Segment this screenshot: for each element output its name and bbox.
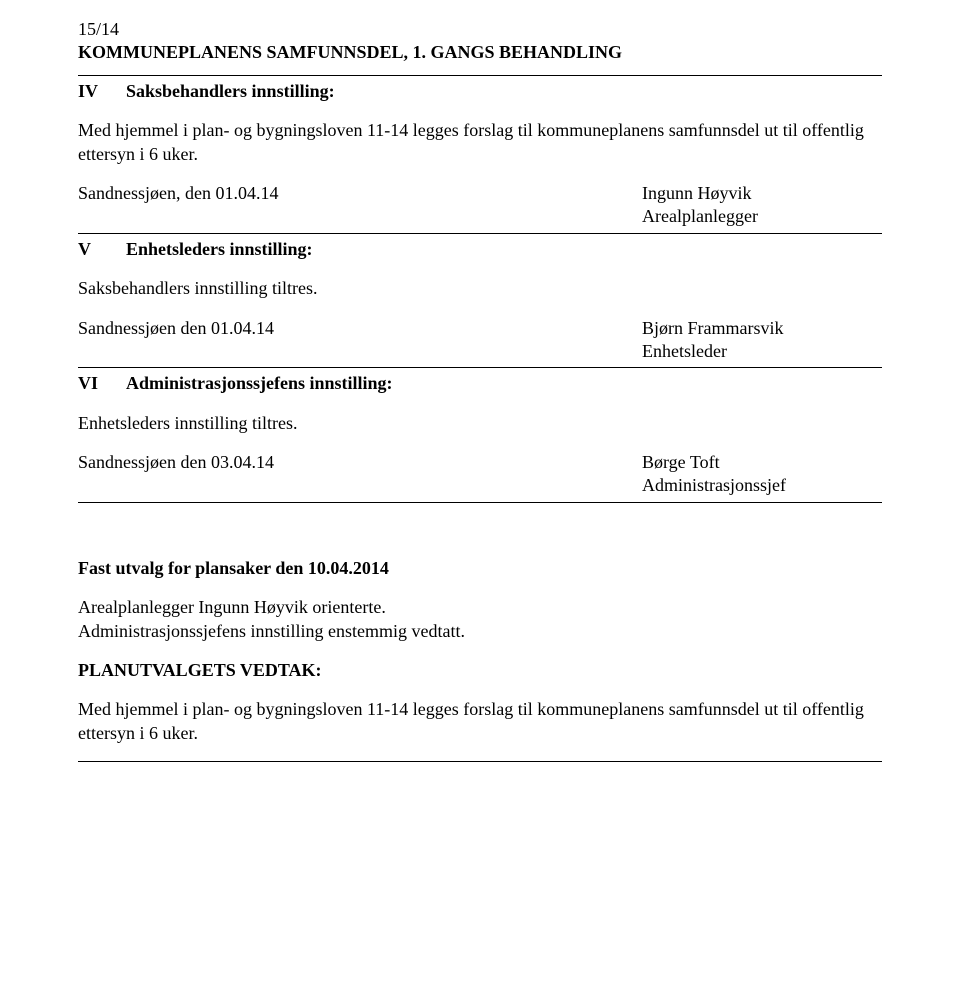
divider xyxy=(78,761,882,762)
divider xyxy=(78,75,882,76)
section-v-signer-name: Bjørn Frammarsvik xyxy=(642,317,882,340)
decision-heading: PLANUTVALGETS VEDTAK: xyxy=(78,659,882,682)
section-vi-roman: VI xyxy=(78,372,126,395)
section-iv-signature-row: Sandnessjøen, den 01.04.14 Ingunn Høyvik… xyxy=(78,182,882,229)
section-vi-signature-row: Sandnessjøen den 03.04.14 Børge Toft Adm… xyxy=(78,451,882,498)
section-iv-date: Sandnessjøen, den 01.04.14 xyxy=(78,182,278,229)
section-v-signature-row: Sandnessjøen den 01.04.14 Bjørn Frammars… xyxy=(78,317,882,364)
case-title: KOMMUNEPLANENS SAMFUNNSDEL, 1. GANGS BEH… xyxy=(78,41,882,64)
document-page: 15/14 KOMMUNEPLANENS SAMFUNNSDEL, 1. GAN… xyxy=(0,0,960,997)
section-vi-date: Sandnessjøen den 03.04.14 xyxy=(78,451,274,498)
section-iv-body: Med hjemmel i plan- og bygningsloven 11-… xyxy=(78,119,882,166)
section-iv-heading: Saksbehandlers innstilling: xyxy=(126,80,335,103)
section-iv-signer: Ingunn Høyvik Arealplanlegger xyxy=(642,182,882,229)
divider xyxy=(78,502,882,503)
section-v-heading-row: V Enhetsleders innstilling: xyxy=(78,238,882,261)
section-vi-body: Enhetsleders innstilling tiltres. xyxy=(78,412,882,435)
divider xyxy=(78,367,882,368)
section-v-body: Saksbehandlers innstilling tiltres. xyxy=(78,277,882,300)
meeting-line-2: Administrasjonssjefens innstilling enste… xyxy=(78,620,882,643)
meeting-body: Arealplanlegger Ingunn Høyvik orienterte… xyxy=(78,596,882,643)
meeting-title: Fast utvalg for plansaker den 10.04.2014 xyxy=(78,557,882,580)
section-iv-signer-name: Ingunn Høyvik xyxy=(642,182,882,205)
divider xyxy=(78,233,882,234)
section-v-roman: V xyxy=(78,238,126,261)
section-iv-signer-role: Arealplanlegger xyxy=(642,205,882,228)
section-v-signer-role: Enhetsleder xyxy=(642,340,882,363)
case-number: 15/14 xyxy=(78,18,882,41)
section-v-signer: Bjørn Frammarsvik Enhetsleder xyxy=(642,317,882,364)
spacer xyxy=(78,507,882,541)
section-vi-signer-role: Administrasjonssjef xyxy=(642,474,882,497)
section-vi-heading: Administrasjonssjefens innstilling: xyxy=(126,372,393,395)
decision-body: Med hjemmel i plan- og bygningsloven 11-… xyxy=(78,698,882,745)
section-vi-signer-name: Børge Toft xyxy=(642,451,882,474)
section-v-date: Sandnessjøen den 01.04.14 xyxy=(78,317,274,364)
section-vi-signer: Børge Toft Administrasjonssjef xyxy=(642,451,882,498)
section-iv-heading-row: IV Saksbehandlers innstilling: xyxy=(78,80,882,103)
meeting-line-1: Arealplanlegger Ingunn Høyvik orienterte… xyxy=(78,596,882,619)
section-iv-roman: IV xyxy=(78,80,126,103)
section-v-heading: Enhetsleders innstilling: xyxy=(126,238,313,261)
section-vi-heading-row: VI Administrasjonssjefens innstilling: xyxy=(78,372,882,395)
case-header: 15/14 KOMMUNEPLANENS SAMFUNNSDEL, 1. GAN… xyxy=(78,18,882,65)
